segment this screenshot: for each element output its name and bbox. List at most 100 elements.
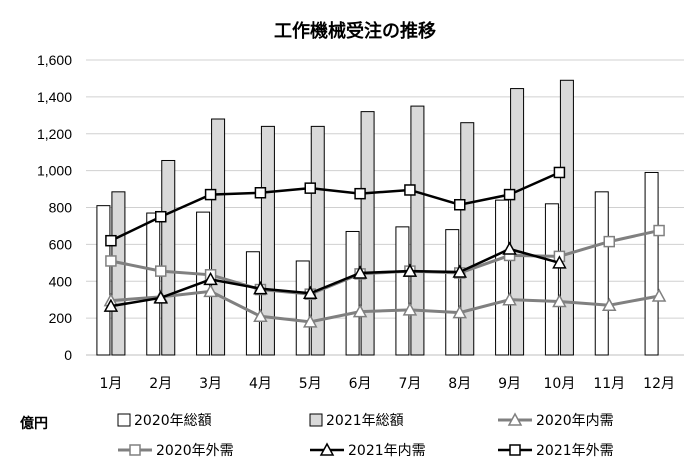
legend-marker xyxy=(507,412,523,426)
x-tick-label: 10月 xyxy=(544,376,576,392)
data-point-2021年外需 xyxy=(404,184,416,196)
data-point-2021年内需 xyxy=(203,271,218,286)
data-point-2020年内需 xyxy=(552,293,567,308)
bar-2021-total xyxy=(410,105,425,356)
data-point-2020年内需 xyxy=(402,302,418,316)
bar-2020-total xyxy=(96,205,111,356)
x-tick-label: 8月 xyxy=(448,376,471,392)
bar-2020-total xyxy=(495,199,510,356)
data-point-2021年外需 xyxy=(304,182,316,194)
data-point-2020年内需 xyxy=(601,297,617,311)
data-point-2020年内需 xyxy=(253,308,268,323)
y-tick-label: 1,200 xyxy=(37,126,72,142)
legend-marker xyxy=(509,444,521,456)
legend: 2020年総額 2021年総額 2020年内需 2020年外需 2021年内需 2021年… xyxy=(117,412,614,459)
data-point-2020年外需 xyxy=(653,224,665,237)
data-point-2021年外需 xyxy=(454,198,466,211)
y-tick-label: 400 xyxy=(49,273,73,289)
data-point-2020年内需 xyxy=(352,304,368,318)
x-tick-label: 4月 xyxy=(249,376,272,392)
x-tick-label: 5月 xyxy=(299,376,322,392)
chart-title: 工作機械受注の推移 xyxy=(274,20,436,42)
bar-2020-total xyxy=(245,251,260,356)
x-tick-label: 2月 xyxy=(149,376,172,392)
data-point-2021年外需 xyxy=(553,166,566,179)
y-tick-label: 600 xyxy=(49,236,73,252)
x-tick-label: 6月 xyxy=(349,376,372,392)
unit-label: 億円 xyxy=(20,415,48,432)
bar-2021-total xyxy=(360,111,375,356)
x-tick-label: 3月 xyxy=(199,376,222,392)
legend-label: 2021年総額 xyxy=(326,413,404,429)
bar-2021-total xyxy=(559,79,574,356)
bar-2021-total xyxy=(161,159,176,356)
data-point-2021年外需 xyxy=(155,210,167,223)
y-tick-label: 1,400 xyxy=(37,89,72,105)
data-point-2021年内需 xyxy=(103,298,119,312)
x-tick-label: 9月 xyxy=(498,376,521,392)
legend-swatch xyxy=(117,413,131,427)
bar-2021-total xyxy=(260,125,275,356)
y-axis: 0 200 400 600 800 1,000 1,200 1,400 1,600 xyxy=(37,52,72,363)
data-point-2020年内需 xyxy=(203,283,218,298)
data-point-2020年外需 xyxy=(155,265,167,277)
data-point-2021年外需 xyxy=(204,188,217,201)
bar-2021-total xyxy=(460,122,475,356)
bar-2020-total xyxy=(146,212,161,356)
y-tick-label: 1,000 xyxy=(37,163,72,179)
series-line-2021年内需 xyxy=(110,247,560,308)
x-tick-label: 7月 xyxy=(398,376,421,392)
legend-label: 2020年総額 xyxy=(134,413,212,429)
data-point-2021年内需 xyxy=(302,285,318,299)
bar-2020-total xyxy=(345,230,360,356)
bar-2020-total xyxy=(544,203,559,356)
legend-label: 2020年内需 xyxy=(536,413,614,429)
bar-2020-total xyxy=(445,229,460,356)
series-line-2021年外需 xyxy=(110,171,560,242)
bar-2021-total xyxy=(510,88,525,356)
line-series xyxy=(103,166,667,328)
bar-2021-total xyxy=(211,118,226,356)
bar-2020-total xyxy=(644,171,659,356)
data-point-2021年内需 xyxy=(452,264,468,278)
legend-label: 2021年内需 xyxy=(348,443,426,459)
bar-2020-total xyxy=(594,191,609,356)
legend-marker xyxy=(129,444,141,456)
data-point-2021年外需 xyxy=(105,234,117,247)
y-tick-label: 0 xyxy=(64,347,72,363)
data-point-2021年内需 xyxy=(552,255,567,269)
y-tick-label: 800 xyxy=(49,200,73,216)
data-point-2021年外需 xyxy=(254,187,267,199)
y-tick-label: 1,600 xyxy=(37,52,72,68)
bar-2021-total xyxy=(111,191,126,356)
data-point-2021年内需 xyxy=(502,241,517,255)
data-point-2020年内需 xyxy=(502,292,517,306)
series-line-2020年内需 xyxy=(110,289,660,324)
x-axis: 1月 2月 3月 4月 5月 6月 7月 8月 9月 10月 11月 12月 xyxy=(99,376,675,392)
data-point-2021年外需 xyxy=(503,188,516,201)
data-point-2021年内需 xyxy=(153,290,169,304)
x-tick-label: 12月 xyxy=(643,376,675,392)
legend-label: 2020年外需 xyxy=(156,443,234,459)
gridlines xyxy=(86,59,684,356)
bar-2020-total xyxy=(295,260,310,356)
x-tick-label: 11月 xyxy=(593,376,625,392)
data-point-2020年外需 xyxy=(105,255,117,267)
bar-2020-total xyxy=(395,226,410,356)
data-point-2020年内需 xyxy=(302,314,318,328)
x-tick-label: 1月 xyxy=(99,376,122,392)
data-point-2020年外需 xyxy=(603,235,615,248)
legend-marker xyxy=(319,442,335,456)
data-point-2020年内需 xyxy=(452,305,468,319)
bars xyxy=(96,79,659,356)
y-tick-label: 200 xyxy=(49,310,73,326)
data-point-2021年内需 xyxy=(402,263,418,277)
data-point-2020年内需 xyxy=(651,288,667,302)
data-point-2021年内需 xyxy=(352,265,368,279)
legend-swatch xyxy=(309,413,323,427)
data-point-2021年内需 xyxy=(253,281,268,295)
data-point-2021年外需 xyxy=(354,187,366,200)
legend-label: 2021年外需 xyxy=(536,443,614,459)
